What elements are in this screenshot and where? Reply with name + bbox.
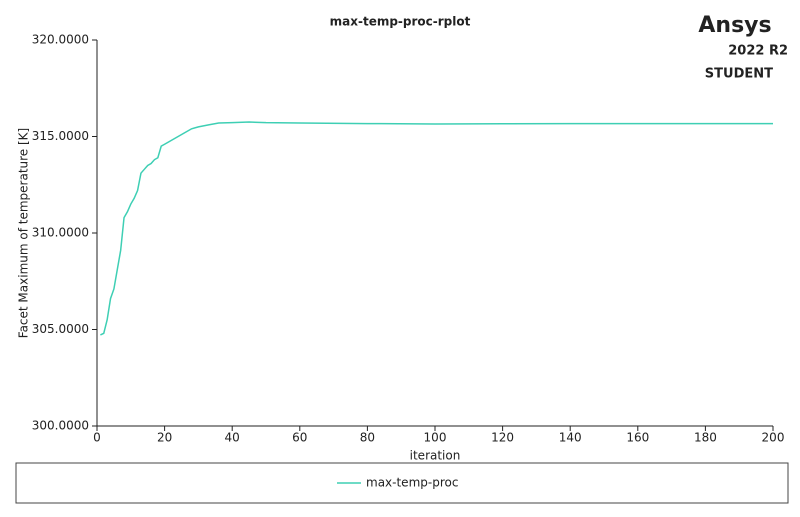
x-tick-label: 100 — [424, 431, 447, 445]
brand-edition: STUDENT — [705, 67, 773, 82]
x-tick-label: 20 — [157, 431, 172, 445]
x-tick-label: 120 — [491, 431, 514, 445]
brand-version: 2022 R2 — [728, 44, 788, 59]
x-tick-label: 40 — [225, 431, 240, 445]
chart-title: max-temp-proc-rplot — [330, 15, 471, 29]
data-line — [100, 121, 773, 336]
y-axis-label: Facet Maximum of temperature [K] — [17, 128, 31, 338]
x-tick-label: 80 — [360, 431, 375, 445]
x-tick-label: 200 — [762, 431, 785, 445]
y-tick-label: 300.0000 — [32, 419, 89, 433]
legend-label: max-temp-proc — [366, 476, 458, 490]
x-tick-label: 60 — [292, 431, 307, 445]
y-tick-label: 320.0000 — [32, 33, 89, 47]
x-tick-label: 180 — [694, 431, 717, 445]
x-tick-label: 0 — [93, 431, 101, 445]
x-axis-label: iteration — [410, 449, 461, 463]
y-tick-label: 305.0000 — [32, 322, 89, 336]
brand-name: Ansys — [698, 13, 771, 38]
y-tick-label: 310.0000 — [32, 226, 89, 240]
y-tick-label: 315.0000 — [32, 129, 89, 143]
x-tick-label: 140 — [559, 431, 582, 445]
x-tick-label: 160 — [626, 431, 649, 445]
legend-box — [15, 462, 789, 504]
